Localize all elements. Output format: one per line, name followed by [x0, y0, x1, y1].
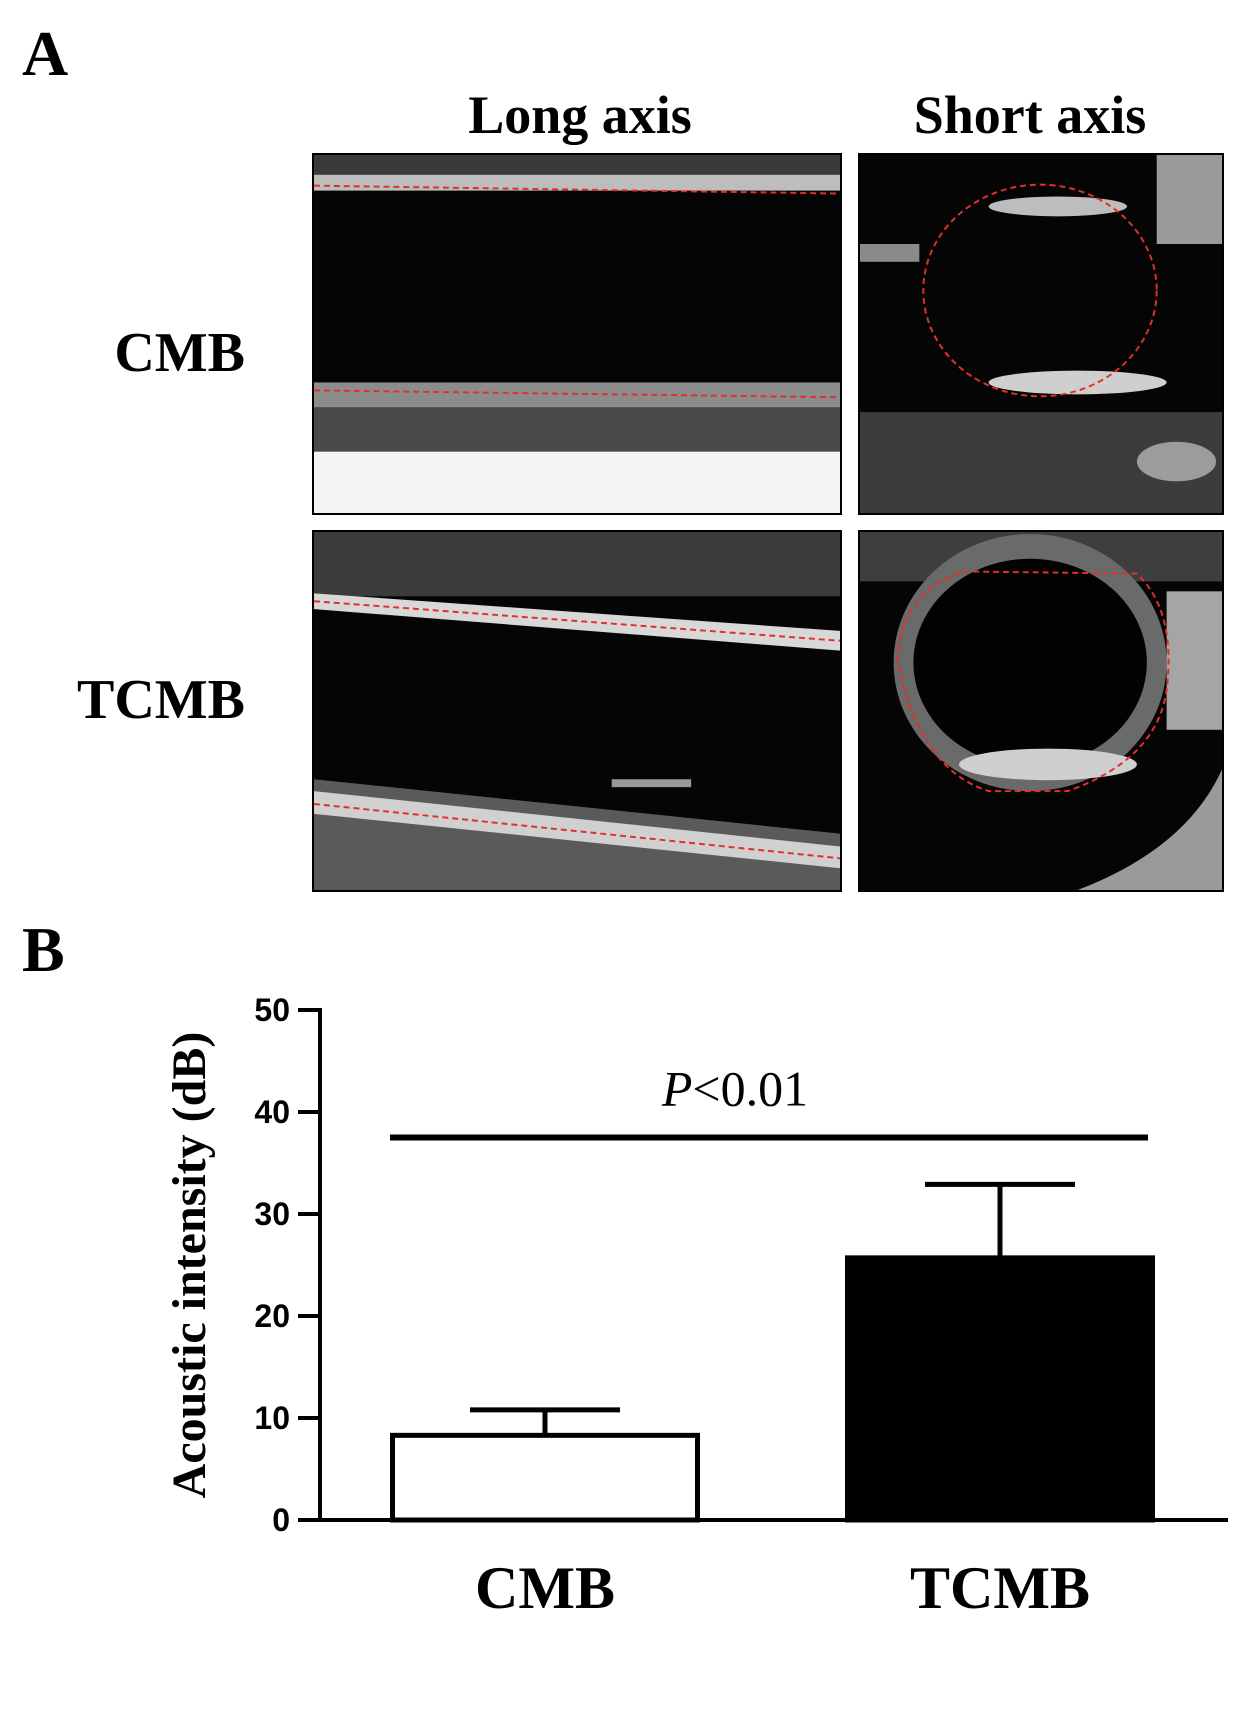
- x-category-label-cmb: CMB: [475, 1555, 615, 1621]
- ultrasound-tcmb-long-axis: [312, 530, 842, 892]
- bars: [390, 1181, 1155, 1523]
- ultrasound-cmb-long-axis: [312, 153, 842, 515]
- x-axis: CMB TCMB: [320, 1518, 1228, 1621]
- y-tick-label-0: 0: [272, 1502, 290, 1538]
- y-tick-label-20: 20: [254, 1298, 290, 1334]
- column-header-long-axis: Long axis: [468, 85, 692, 145]
- y-axis-label: Acoustic intensity (dB): [163, 1032, 216, 1499]
- p-value-label: P<0.01: [661, 1061, 808, 1117]
- p-value-symbol: P: [661, 1061, 693, 1117]
- y-axis: 0 10 20 30 40 50: [254, 992, 322, 1538]
- y-tick-label-10: 10: [254, 1400, 290, 1436]
- column-header-short-axis: Short axis: [913, 85, 1147, 145]
- row-header-tcmb: TCMB: [77, 669, 245, 731]
- ultrasound-cmb-short-axis: [858, 153, 1224, 515]
- panel-a-label: A: [22, 18, 69, 89]
- y-tick-label-30: 30: [254, 1196, 290, 1232]
- y-tick-label-40: 40: [254, 1094, 290, 1130]
- p-value-threshold: <0.01: [692, 1061, 808, 1117]
- panel-b-label: B: [22, 914, 65, 985]
- bar-chart: Acoustic intensity (dB) 0 10 20 30 40 50 CMB T…: [163, 992, 1228, 1621]
- ultrasound-tcmb-short-axis: [858, 530, 1224, 892]
- bar-cmb: [390, 1432, 700, 1523]
- bar-tcmb: [845, 1255, 1155, 1523]
- y-tick-label-50: 50: [254, 992, 290, 1028]
- x-category-label-tcmb: TCMB: [910, 1555, 1090, 1621]
- row-header-cmb: CMB: [114, 322, 245, 384]
- significance-annotation: P<0.01: [390, 1061, 1148, 1141]
